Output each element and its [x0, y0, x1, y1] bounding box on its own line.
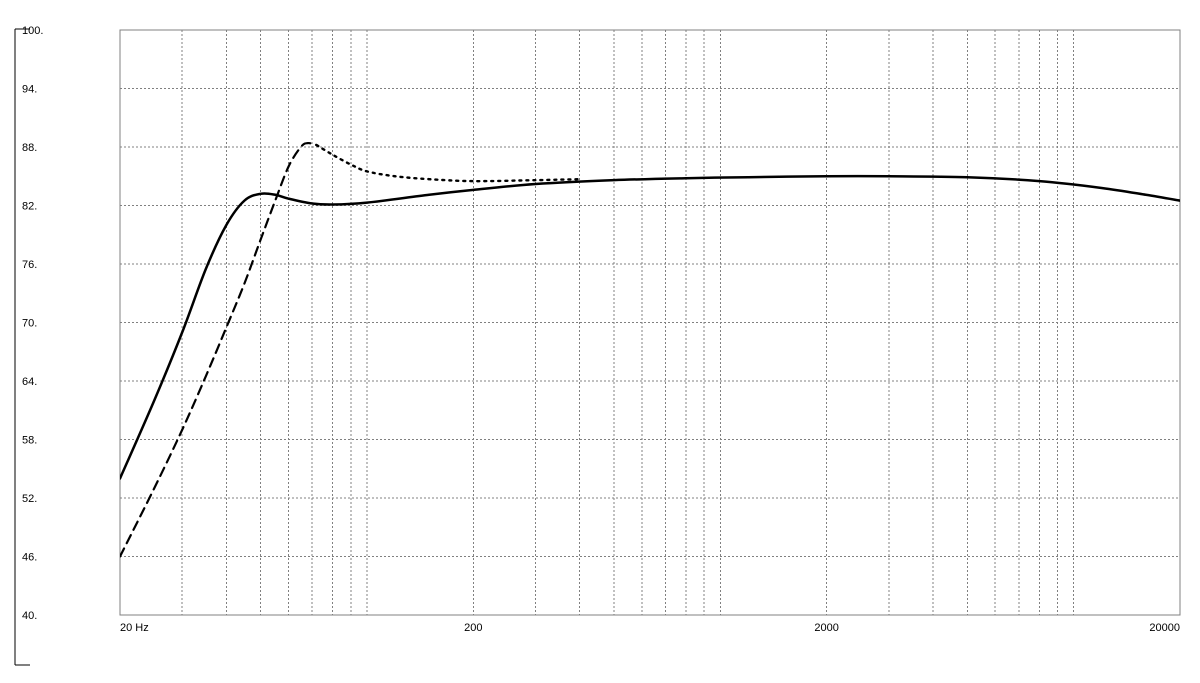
y-tick-label: 52. [22, 493, 37, 505]
y-tick-label: 46. [22, 552, 37, 564]
chart-container: 40. 46. 52. 58. 64. 70. 76. 82. 88. 94. 100. 20 Hz 2… [0, 0, 1200, 683]
y-tick-label: 82. [22, 201, 37, 213]
y-tick-label: 94. [22, 84, 37, 96]
y-tick-label: 70. [22, 318, 37, 330]
y-tick-label: 100. [22, 25, 43, 37]
y-tick-label: 40. [22, 610, 37, 622]
y-tick-label: 64. [22, 376, 37, 388]
y-tick-label: 76. [22, 259, 37, 271]
x-tick-label: 200 [464, 622, 482, 634]
y-tick-label: 88. [22, 142, 37, 154]
x-tick-label: 20000 [1149, 622, 1180, 634]
y-tick-label: 58. [22, 435, 37, 447]
x-tick-label: 20 Hz [120, 622, 149, 634]
x-tick-label: 2000 [814, 622, 838, 634]
frequency-response-chart: 40. 46. 52. 58. 64. 70. 76. 82. 88. 94. 100. 20 Hz 2… [0, 0, 1200, 683]
